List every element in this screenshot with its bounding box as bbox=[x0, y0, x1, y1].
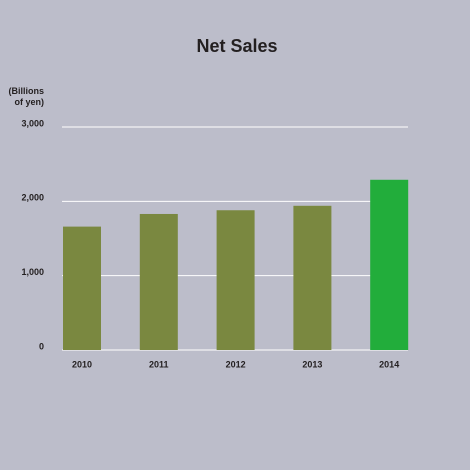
bar bbox=[293, 205, 332, 350]
y-tick-label: 1,000 bbox=[21, 267, 44, 277]
x-tick-label: 2010 bbox=[72, 359, 92, 369]
x-tick-label: 2011 bbox=[149, 359, 169, 369]
bar bbox=[63, 226, 101, 350]
x-tick-label: 2014 bbox=[379, 359, 399, 369]
bar bbox=[216, 210, 255, 350]
y-tick-label: 0 bbox=[39, 341, 44, 351]
bar bbox=[370, 179, 409, 350]
x-tick-label: 2012 bbox=[226, 359, 246, 369]
y-tick-label: 2,000 bbox=[21, 193, 44, 203]
y-tick-label: 3,000 bbox=[21, 118, 44, 128]
y-axis-label: (Billions of yen) bbox=[8, 86, 45, 107]
chart-title: Net Sales bbox=[196, 36, 277, 56]
x-tick-label: 2013 bbox=[302, 359, 322, 369]
bar bbox=[139, 213, 178, 350]
